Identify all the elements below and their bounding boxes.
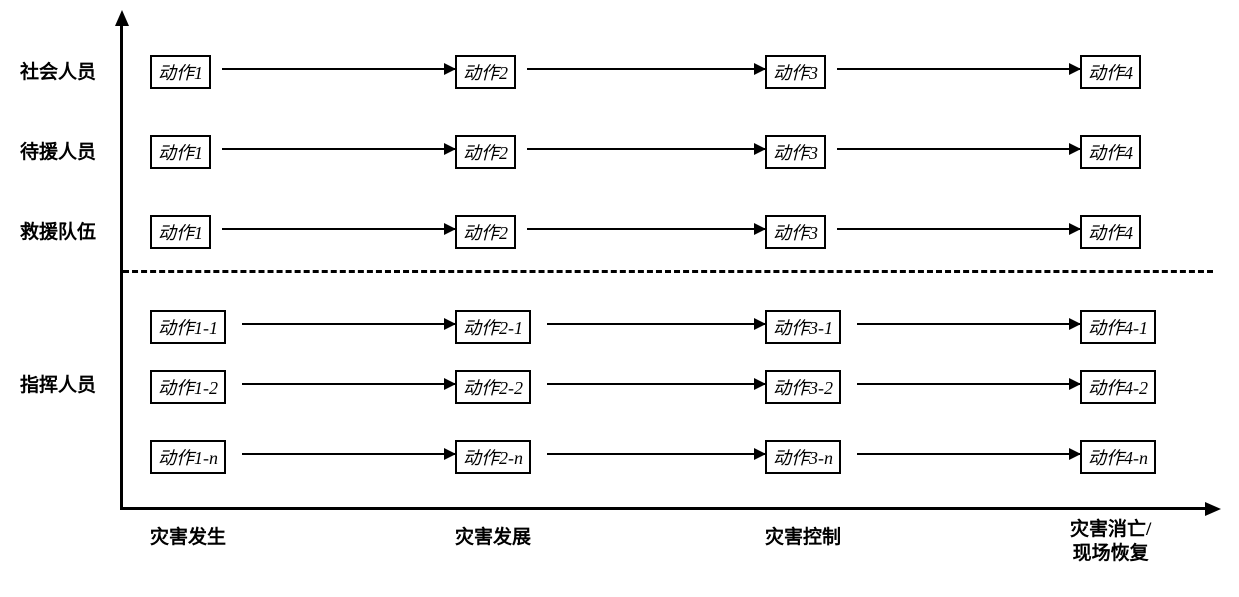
action-box: 动作1 <box>150 215 211 249</box>
action-box: 动作4-n <box>1080 440 1156 474</box>
action-box: 动作1-n <box>150 440 226 474</box>
arrow <box>547 323 765 325</box>
arrow <box>527 148 765 150</box>
phase-occur: 灾害发生 <box>150 522 226 549</box>
y-label-awaiting: 待援人员 <box>20 137 115 164</box>
action-box: 动作3 <box>765 135 826 169</box>
action-box: 动作3 <box>765 55 826 89</box>
arrow <box>857 383 1080 385</box>
action-box: 动作4 <box>1080 215 1141 249</box>
arrow <box>837 68 1080 70</box>
arrow <box>837 228 1080 230</box>
action-box: 动作4 <box>1080 55 1141 89</box>
action-box: 动作2 <box>455 135 516 169</box>
y-label-social: 社会人员 <box>20 57 115 84</box>
action-box: 动作3-1 <box>765 310 841 344</box>
action-box: 动作4-2 <box>1080 370 1156 404</box>
arrow <box>547 453 765 455</box>
arrow <box>527 68 765 70</box>
chart-area: 社会人员 待援人员 救援队伍 指挥人员 灾害发生 灾害发展 灾害控制 灾害消亡/… <box>20 10 1220 580</box>
y-label-rescue: 救援队伍 <box>20 217 115 244</box>
arrow <box>222 228 455 230</box>
arrow <box>222 68 455 70</box>
arrow <box>857 323 1080 325</box>
action-box: 动作2-n <box>455 440 531 474</box>
phase-end-line1: 灾害消亡/现场恢复 <box>1070 519 1151 564</box>
arrow <box>547 383 765 385</box>
action-box: 动作3-n <box>765 440 841 474</box>
action-box: 动作2 <box>455 215 516 249</box>
action-box: 动作2-1 <box>455 310 531 344</box>
action-box: 动作3-2 <box>765 370 841 404</box>
y-label-command: 指挥人员 <box>20 370 115 397</box>
arrow <box>837 148 1080 150</box>
arrow <box>242 383 455 385</box>
y-axis-arrow <box>115 10 129 26</box>
action-box: 动作4 <box>1080 135 1141 169</box>
arrow <box>857 453 1080 455</box>
action-box: 动作1-1 <box>150 310 226 344</box>
y-axis-line <box>120 20 123 510</box>
arrow <box>222 148 455 150</box>
arrow <box>527 228 765 230</box>
action-box: 动作1 <box>150 135 211 169</box>
action-box: 动作1-2 <box>150 370 226 404</box>
phase-end: 灾害消亡/现场恢复 <box>1070 518 1151 566</box>
action-box: 动作3 <box>765 215 826 249</box>
arrow <box>242 323 455 325</box>
x-axis-line <box>120 507 1210 510</box>
arrow <box>242 453 455 455</box>
dashed-divider <box>123 270 1213 273</box>
x-axis-arrow <box>1205 502 1221 516</box>
action-box: 动作2 <box>455 55 516 89</box>
action-box: 动作2-2 <box>455 370 531 404</box>
phase-control: 灾害控制 <box>765 522 841 549</box>
action-box: 动作1 <box>150 55 211 89</box>
phase-develop: 灾害发展 <box>455 522 531 549</box>
action-box: 动作4-1 <box>1080 310 1156 344</box>
